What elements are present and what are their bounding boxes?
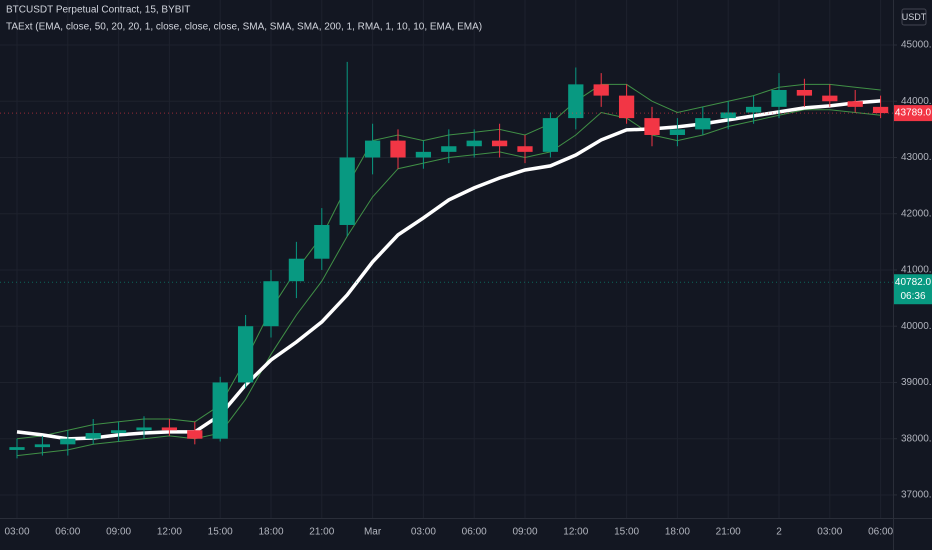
- candle-body: [517, 146, 533, 152]
- candle-body: [669, 129, 686, 135]
- candle-body: [34, 444, 51, 448]
- candle-body: [161, 427, 178, 431]
- x-tick-label: 06:00: [868, 527, 893, 538]
- x-tick-label: 21:00: [716, 527, 741, 538]
- candle-body: [593, 84, 609, 96]
- x-tick-label: 15:00: [614, 527, 639, 538]
- x-tick-label: 2: [776, 527, 782, 538]
- price-marker: [894, 105, 932, 122]
- candle-body: [695, 118, 711, 130]
- y-tick-label: 40000.0: [901, 321, 932, 332]
- candle-body: [771, 89, 787, 107]
- y-tick-label: 38000.0: [901, 433, 932, 444]
- candle-body: [237, 326, 254, 383]
- candle-body: [187, 430, 203, 439]
- indicator-legend: TAExt (EMA, close, 50, 20, 20, 1, close,…: [6, 22, 482, 33]
- x-tick-label: 06:00: [55, 527, 80, 538]
- candle-body: [263, 281, 279, 327]
- price-marker-label: 40782.0: [895, 277, 932, 288]
- indicator-line: [16, 99, 881, 441]
- candle-body: [720, 112, 736, 119]
- y-tick-label: 45000.0: [901, 40, 932, 51]
- candle-body: [618, 95, 635, 119]
- candle-body: [85, 433, 101, 439]
- candle-body: [314, 224, 330, 259]
- candle-body: [288, 258, 305, 282]
- candle-body: [491, 140, 508, 147]
- candle-body: [872, 106, 889, 114]
- candle-body: [60, 438, 76, 445]
- x-tick-label: 18:00: [258, 527, 283, 538]
- y-tick-label: 42000.0: [901, 208, 932, 219]
- x-tick-label: 06:00: [462, 527, 487, 538]
- y-tick-label: 37000.0: [901, 490, 932, 501]
- chart-title: BTCUSDT Perpetual Contract, 15, BYBIT: [6, 5, 190, 16]
- currency-label[interactable]: USDT: [902, 12, 927, 22]
- candle-body: [390, 140, 406, 158]
- candle-body: [542, 118, 559, 152]
- x-tick-label: 12:00: [157, 527, 182, 538]
- candle-body: [110, 430, 127, 434]
- price-marker: [894, 274, 932, 305]
- price-marker-countdown: 06:36: [900, 291, 925, 302]
- candle-body: [466, 140, 482, 147]
- y-tick-label: 43000.0: [901, 152, 932, 163]
- candle-body: [441, 146, 457, 152]
- candle-body: [136, 427, 152, 431]
- plot-area: [0, 61, 894, 459]
- candle-body: [822, 95, 838, 102]
- axes: 37000.0 38000.0 39000.0 40000.0 41000.0 42000…: [4, 40, 932, 538]
- y-tick-label: 44000.0: [901, 96, 932, 107]
- x-tick-label: 09:00: [512, 527, 537, 538]
- x-tick-label: 03:00: [4, 527, 29, 538]
- candle-body: [364, 140, 381, 158]
- y-tick-label: 41000.0: [901, 265, 932, 276]
- currency-badge[interactable]: [901, 8, 927, 26]
- x-tick-label: 03:00: [817, 527, 842, 538]
- candle-body: [644, 118, 660, 135]
- x-tick-label: 12:00: [563, 527, 588, 538]
- candle-body: [745, 106, 762, 113]
- price-marker-label: 43789.0: [895, 108, 932, 119]
- x-tick-label: 09:00: [106, 527, 131, 538]
- candle-body: [568, 84, 584, 119]
- x-tick-label: 21:00: [309, 527, 334, 538]
- x-tick-label: 15:00: [208, 527, 233, 538]
- x-tick-label: Mar: [364, 527, 382, 538]
- candle-body: [212, 382, 228, 439]
- candle-body: [796, 89, 813, 96]
- candle-body: [847, 101, 863, 107]
- candle-body: [415, 151, 432, 158]
- y-tick-label: 39000.0: [901, 377, 932, 388]
- x-tick-label: 18:00: [665, 527, 690, 538]
- candle-body: [339, 157, 355, 225]
- candle-body: [9, 447, 25, 450]
- x-tick-label: 03:00: [411, 527, 436, 538]
